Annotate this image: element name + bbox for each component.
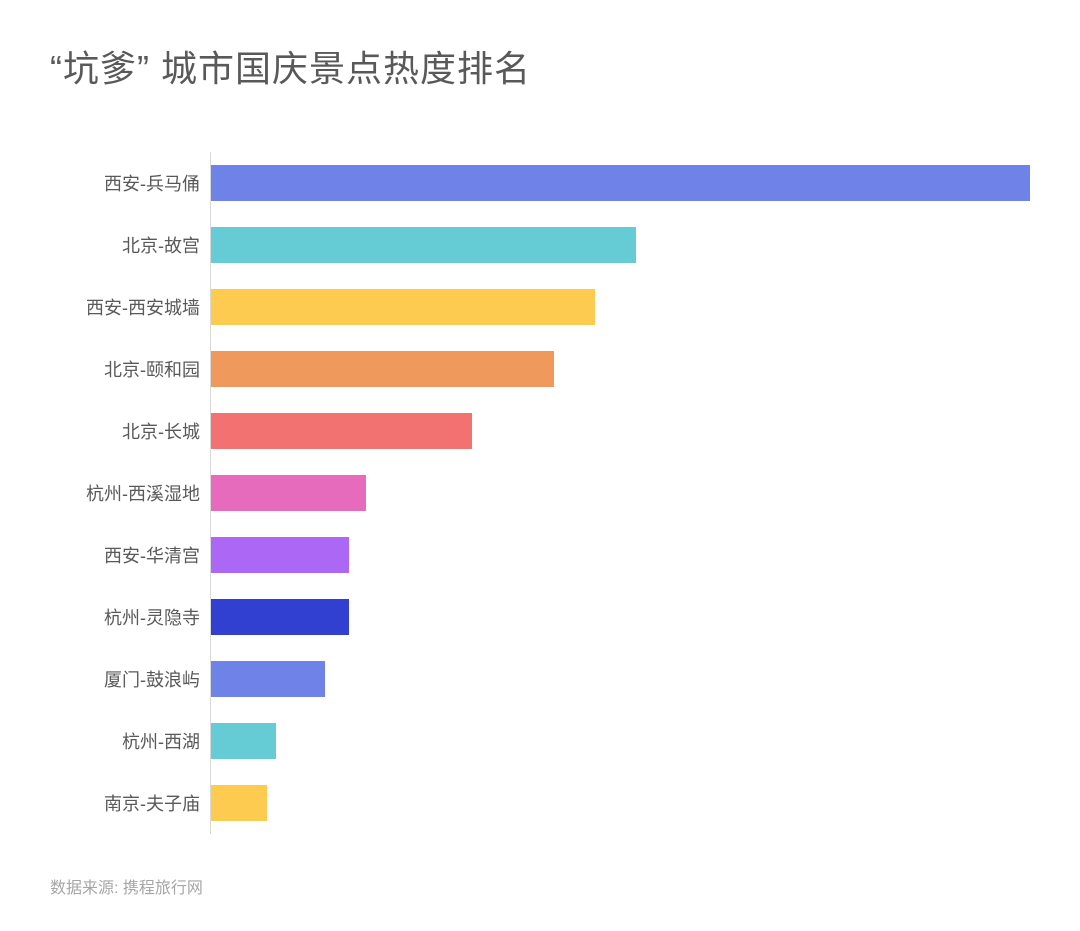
bar-row: 杭州-灵隐寺 (210, 586, 1030, 648)
chart-title: “坑爹” 城市国庆景点热度排名 (50, 40, 1030, 92)
bar (210, 661, 325, 697)
bar (210, 413, 472, 449)
source-text: 数据来源: 携程旅行网 (50, 874, 1030, 898)
bar-wrap (210, 214, 1030, 276)
bar-row: 杭州-西湖 (210, 710, 1030, 772)
bar-label: 西安-兵马俑 (50, 170, 200, 196)
bar-row: 杭州-西溪湿地 (210, 462, 1030, 524)
bar-label: 北京-颐和园 (50, 356, 200, 382)
bar-label: 北京-长城 (50, 418, 200, 444)
bar-wrap (210, 338, 1030, 400)
bar-row: 南京-夫子庙 (210, 772, 1030, 834)
bar-wrap (210, 400, 1030, 462)
bar-row: 北京-颐和园 (210, 338, 1030, 400)
bar-wrap (210, 524, 1030, 586)
bar-wrap (210, 152, 1030, 214)
bar-wrap (210, 772, 1030, 834)
bar-label: 杭州-西湖 (50, 728, 200, 754)
bar (210, 289, 595, 325)
bar-wrap (210, 462, 1030, 524)
bar-label: 北京-故宫 (50, 232, 200, 258)
bar-label: 厦门-鼓浪屿 (50, 666, 200, 692)
bar (210, 227, 636, 263)
bar (210, 785, 267, 821)
y-axis-line (210, 152, 211, 834)
bar-rows-container: 西安-兵马俑北京-故宫西安-西安城墙北京-颐和园北京-长城杭州-西溪湿地西安-华… (210, 152, 1030, 834)
bar-row: 厦门-鼓浪屿 (210, 648, 1030, 710)
bar-row: 西安-华清宫 (210, 524, 1030, 586)
bar-row: 西安-兵马俑 (210, 152, 1030, 214)
bar-wrap (210, 648, 1030, 710)
bar-label: 杭州-灵隐寺 (50, 604, 200, 630)
bar-wrap (210, 586, 1030, 648)
bar-label: 南京-夫子庙 (50, 790, 200, 816)
bar (210, 165, 1030, 201)
bar (210, 475, 366, 511)
bar-wrap (210, 710, 1030, 772)
bar (210, 723, 276, 759)
bar (210, 537, 349, 573)
bar-row: 北京-故宫 (210, 214, 1030, 276)
bar-row: 西安-西安城墙 (210, 276, 1030, 338)
bar (210, 351, 554, 387)
bar-row: 北京-长城 (210, 400, 1030, 462)
bar-wrap (210, 276, 1030, 338)
bar (210, 599, 349, 635)
bar-label: 杭州-西溪湿地 (50, 480, 200, 506)
bar-label: 西安-华清宫 (50, 542, 200, 568)
bar-label: 西安-西安城墙 (50, 294, 200, 320)
chart-area: 西安-兵马俑北京-故宫西安-西安城墙北京-颐和园北京-长城杭州-西溪湿地西安-华… (50, 152, 1030, 834)
